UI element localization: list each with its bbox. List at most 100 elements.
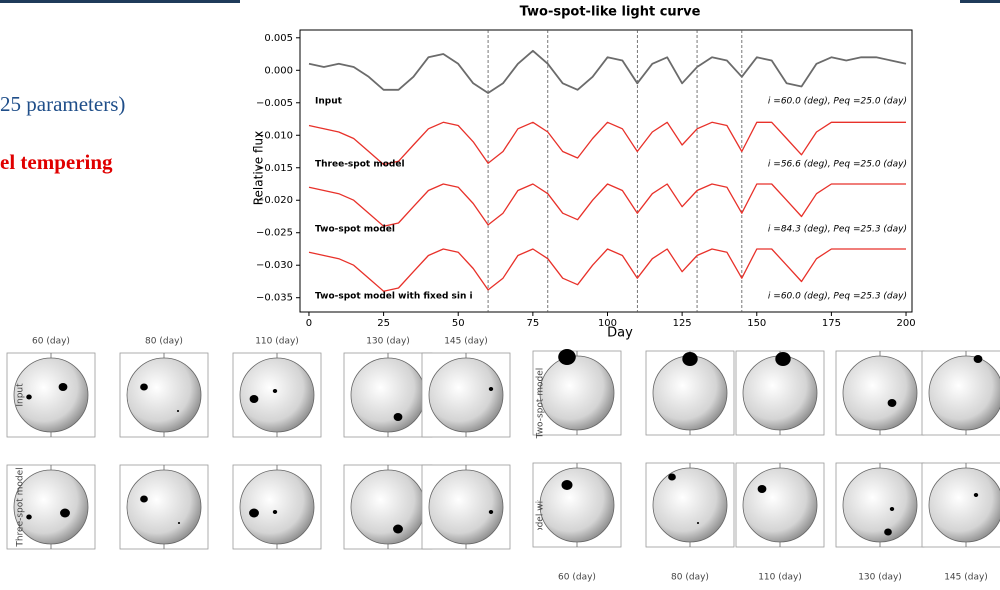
day-label: 110 (day) [758, 573, 802, 583]
star [743, 356, 817, 430]
spot [140, 384, 148, 391]
spot [668, 474, 676, 481]
y-tick-label: −0.025 [256, 228, 293, 239]
spot [682, 352, 697, 366]
spot [26, 395, 32, 400]
day-label: 130 (day) [858, 573, 902, 583]
spot [558, 349, 576, 365]
star-panel [736, 463, 824, 547]
day-label: 60 (day) [32, 337, 70, 347]
series-annotation: i =60.0 (deg), Peq =25.0 (day) [768, 97, 907, 107]
spot [562, 480, 573, 490]
star [843, 356, 917, 430]
spot [26, 515, 32, 520]
x-tick-label: 125 [673, 318, 692, 329]
star-panel [922, 351, 1000, 435]
spot [393, 525, 403, 534]
star-panel [836, 351, 924, 435]
star [351, 358, 425, 432]
star-panel [422, 465, 510, 549]
star-panel [533, 349, 621, 435]
x-tick-label: 175 [822, 318, 841, 329]
spot [394, 413, 403, 421]
series-annotation: i =56.6 (deg), Peq =25.0 (day) [768, 160, 907, 170]
star-panel [736, 351, 824, 435]
series-label: Input [315, 97, 343, 107]
x-tick-label: 150 [747, 318, 766, 329]
spot [758, 485, 767, 493]
x-tick-label: 0 [306, 318, 312, 329]
star-panel [233, 353, 321, 437]
slide-text: 25 parameters) [0, 92, 125, 116]
y-tick-label: 0.005 [264, 33, 293, 44]
spot [249, 509, 259, 518]
day-label: 110 (day) [255, 337, 299, 347]
spot [273, 510, 277, 514]
spot [140, 496, 148, 503]
star-panel [344, 465, 432, 549]
slide: 25 parameters) el tempering Two-spot-lik… [0, 0, 1000, 586]
top-bar [0, 0, 240, 3]
y-tick-label: −0.030 [256, 260, 293, 271]
chart-title: Two-spot-like light curve [520, 5, 701, 20]
star-panel [120, 465, 208, 549]
star [653, 468, 727, 542]
star-panel [646, 351, 734, 435]
row-label: Three-spot model [16, 467, 26, 547]
star [843, 468, 917, 542]
x-tick-label: 50 [452, 318, 465, 329]
spot [697, 522, 699, 524]
star-panel [836, 463, 924, 547]
top-bar [960, 0, 1000, 3]
y-tick-label: −0.015 [256, 163, 293, 174]
day-label: 60 (day) [558, 573, 596, 583]
series-annotation: i =60.0 (deg), Peq =25.3 (day) [768, 292, 907, 302]
spot [489, 510, 493, 514]
y-tick-label: −0.035 [256, 293, 293, 304]
star [929, 468, 1000, 542]
series-line [309, 51, 906, 93]
star [429, 470, 503, 544]
star [743, 468, 817, 542]
spot [250, 395, 259, 403]
series-line [309, 184, 906, 226]
day-label: 145 (day) [444, 337, 488, 347]
x-tick-label: 100 [598, 318, 617, 329]
spot [178, 522, 180, 524]
star [127, 470, 201, 544]
plot-frame [300, 30, 912, 312]
spot [888, 399, 897, 407]
day-label: 130 (day) [366, 337, 410, 347]
spot [59, 383, 68, 391]
day-label: 145 (day) [944, 573, 988, 583]
spot [884, 529, 892, 536]
x-tick-label: 75 [526, 318, 539, 329]
y-tick-label: −0.005 [256, 98, 293, 109]
series-label: Three-spot model [315, 160, 405, 170]
star [127, 358, 201, 432]
star-panel [344, 353, 432, 437]
series-line [309, 249, 906, 291]
star [351, 470, 425, 544]
x-tick-label: 200 [896, 318, 915, 329]
star-panel [646, 463, 734, 547]
slide-text: el tempering [0, 150, 113, 174]
spot [177, 410, 179, 412]
star [540, 356, 614, 430]
row-label: Two-spot model [536, 368, 546, 440]
star-panel [533, 463, 621, 547]
page: {"slide": {"lines": ["25 parameters)", "… [0, 0, 1000, 586]
series-label: Two-spot model with fixed sin i [315, 292, 473, 302]
y-tick-label: −0.010 [256, 130, 293, 141]
spot [60, 509, 70, 518]
series-line [309, 122, 906, 164]
spot [273, 389, 277, 393]
day-label: 80 (day) [671, 573, 709, 583]
spot [489, 387, 493, 391]
star-panel [922, 463, 1000, 547]
x-tick-label: 25 [377, 318, 390, 329]
star [429, 358, 503, 432]
spot [775, 352, 790, 366]
star [929, 356, 1000, 430]
y-tick-label: 0.000 [264, 65, 293, 76]
